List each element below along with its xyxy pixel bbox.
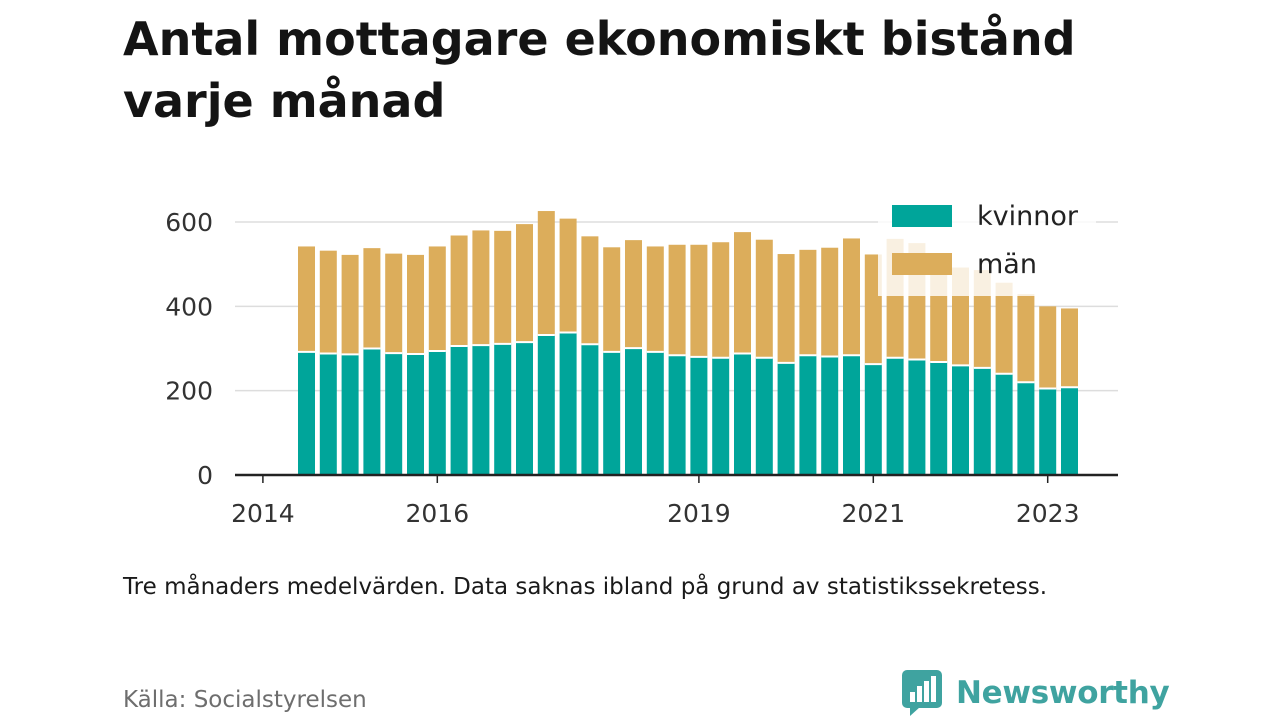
bar-man bbox=[581, 236, 599, 345]
bar-kvinnor bbox=[559, 332, 577, 475]
bar-man bbox=[668, 244, 686, 356]
axes: 0 200 400 600 2014 2016 2019 2021 2023 bbox=[165, 208, 1118, 528]
bar-kvinnor bbox=[973, 367, 991, 475]
bar-kvinnor bbox=[341, 354, 359, 475]
bar-kvinnor bbox=[472, 345, 490, 475]
bar-kvinnor bbox=[821, 356, 839, 475]
bar-kvinnor bbox=[494, 343, 512, 475]
bar-kvinnor bbox=[385, 353, 403, 475]
bar-man bbox=[603, 247, 621, 352]
x-tick-label: 2016 bbox=[405, 499, 469, 528]
bar-kvinnor bbox=[1017, 382, 1035, 475]
bar-kvinnor bbox=[886, 357, 904, 475]
bar-man bbox=[755, 239, 773, 358]
x-tick-label: 2019 bbox=[667, 499, 731, 528]
chart-title-line-2: varje månad bbox=[123, 74, 446, 128]
bar-man bbox=[341, 254, 359, 355]
bar-man bbox=[646, 246, 664, 352]
bar-man bbox=[407, 254, 424, 354]
bar-kvinnor bbox=[1039, 388, 1057, 475]
bar-kvinnor bbox=[1061, 387, 1078, 475]
bar-kvinnor bbox=[712, 357, 730, 475]
bar-man bbox=[450, 235, 468, 346]
bar-man bbox=[537, 211, 555, 336]
bar-man bbox=[428, 246, 446, 352]
bar-man bbox=[799, 249, 817, 356]
chart-note: Tre månaders medelvärden. Data saknas ib… bbox=[123, 574, 1048, 600]
bar-kvinnor bbox=[930, 361, 948, 475]
bar-kvinnor bbox=[995, 373, 1013, 475]
x-tick-label: 2021 bbox=[841, 499, 905, 528]
bars bbox=[298, 211, 1078, 475]
bar-kvinnor bbox=[690, 356, 708, 475]
bar-man bbox=[1017, 294, 1035, 383]
bar-kvinnor bbox=[952, 365, 969, 475]
bar-kvinnor bbox=[646, 351, 664, 475]
bar-kvinnor bbox=[407, 353, 424, 475]
bar-man bbox=[1039, 306, 1057, 389]
y-tick-label: 600 bbox=[165, 208, 213, 237]
brand-name: Newsworthy bbox=[956, 675, 1170, 711]
chart-title-line-1: Antal mottagare ekonomiskt bistånd bbox=[123, 12, 1076, 66]
chart-title: Antal mottagare ekonomiskt bistånd varje… bbox=[123, 8, 1223, 132]
bar-man bbox=[559, 218, 577, 333]
bar-kvinnor bbox=[428, 351, 446, 475]
bar-man bbox=[472, 230, 490, 346]
bar-man bbox=[363, 248, 381, 349]
bar-kvinnor bbox=[864, 364, 882, 475]
legend: kvinnor män bbox=[878, 192, 1096, 296]
bar-kvinnor bbox=[799, 355, 817, 475]
bar-man bbox=[494, 230, 512, 344]
legend-swatch bbox=[892, 253, 952, 275]
bar-man bbox=[821, 247, 839, 357]
bar-kvinnor bbox=[668, 355, 686, 475]
bar-man bbox=[319, 250, 337, 354]
bar-kvinnor bbox=[625, 348, 642, 475]
x-tick-label: 2014 bbox=[231, 499, 295, 528]
legend-label: kvinnor bbox=[977, 201, 1079, 232]
source-label: Källa: Socialstyrelsen bbox=[123, 687, 367, 713]
bar-man bbox=[1061, 308, 1078, 388]
bar-kvinnor bbox=[777, 362, 795, 475]
bar-man bbox=[777, 254, 795, 363]
bar-kvinnor bbox=[603, 351, 621, 475]
brand-logo: Newsworthy bbox=[902, 670, 1170, 716]
bar-man bbox=[712, 242, 730, 358]
bar-man bbox=[516, 224, 533, 343]
bar-kvinnor bbox=[537, 335, 555, 475]
legend-label: män bbox=[977, 249, 1037, 280]
bar-kvinnor bbox=[581, 344, 599, 475]
x-tick-label: 2023 bbox=[1016, 499, 1080, 528]
bar-man bbox=[843, 238, 860, 356]
bar-kvinnor bbox=[843, 355, 860, 475]
y-tick-label: 200 bbox=[165, 377, 213, 406]
bar-kvinnor bbox=[363, 348, 381, 475]
bar-man bbox=[385, 253, 403, 354]
bar-kvinnor bbox=[734, 353, 751, 475]
bar-man bbox=[995, 282, 1013, 374]
bar-kvinnor bbox=[755, 357, 773, 475]
y-tick-label: 0 bbox=[197, 461, 213, 490]
newsworthy-logo-icon bbox=[902, 670, 942, 716]
bar-kvinnor bbox=[450, 345, 468, 475]
bar-man bbox=[298, 246, 315, 352]
bar-man bbox=[864, 254, 882, 365]
bar-man bbox=[690, 244, 708, 357]
bar-kvinnor bbox=[516, 342, 533, 475]
bar-kvinnor bbox=[908, 359, 926, 475]
legend-swatch bbox=[892, 205, 952, 227]
bar-man bbox=[734, 232, 751, 354]
bar-kvinnor bbox=[298, 351, 315, 475]
y-tick-label: 400 bbox=[165, 292, 213, 321]
bar-man bbox=[625, 240, 642, 349]
bar-kvinnor bbox=[319, 353, 337, 475]
